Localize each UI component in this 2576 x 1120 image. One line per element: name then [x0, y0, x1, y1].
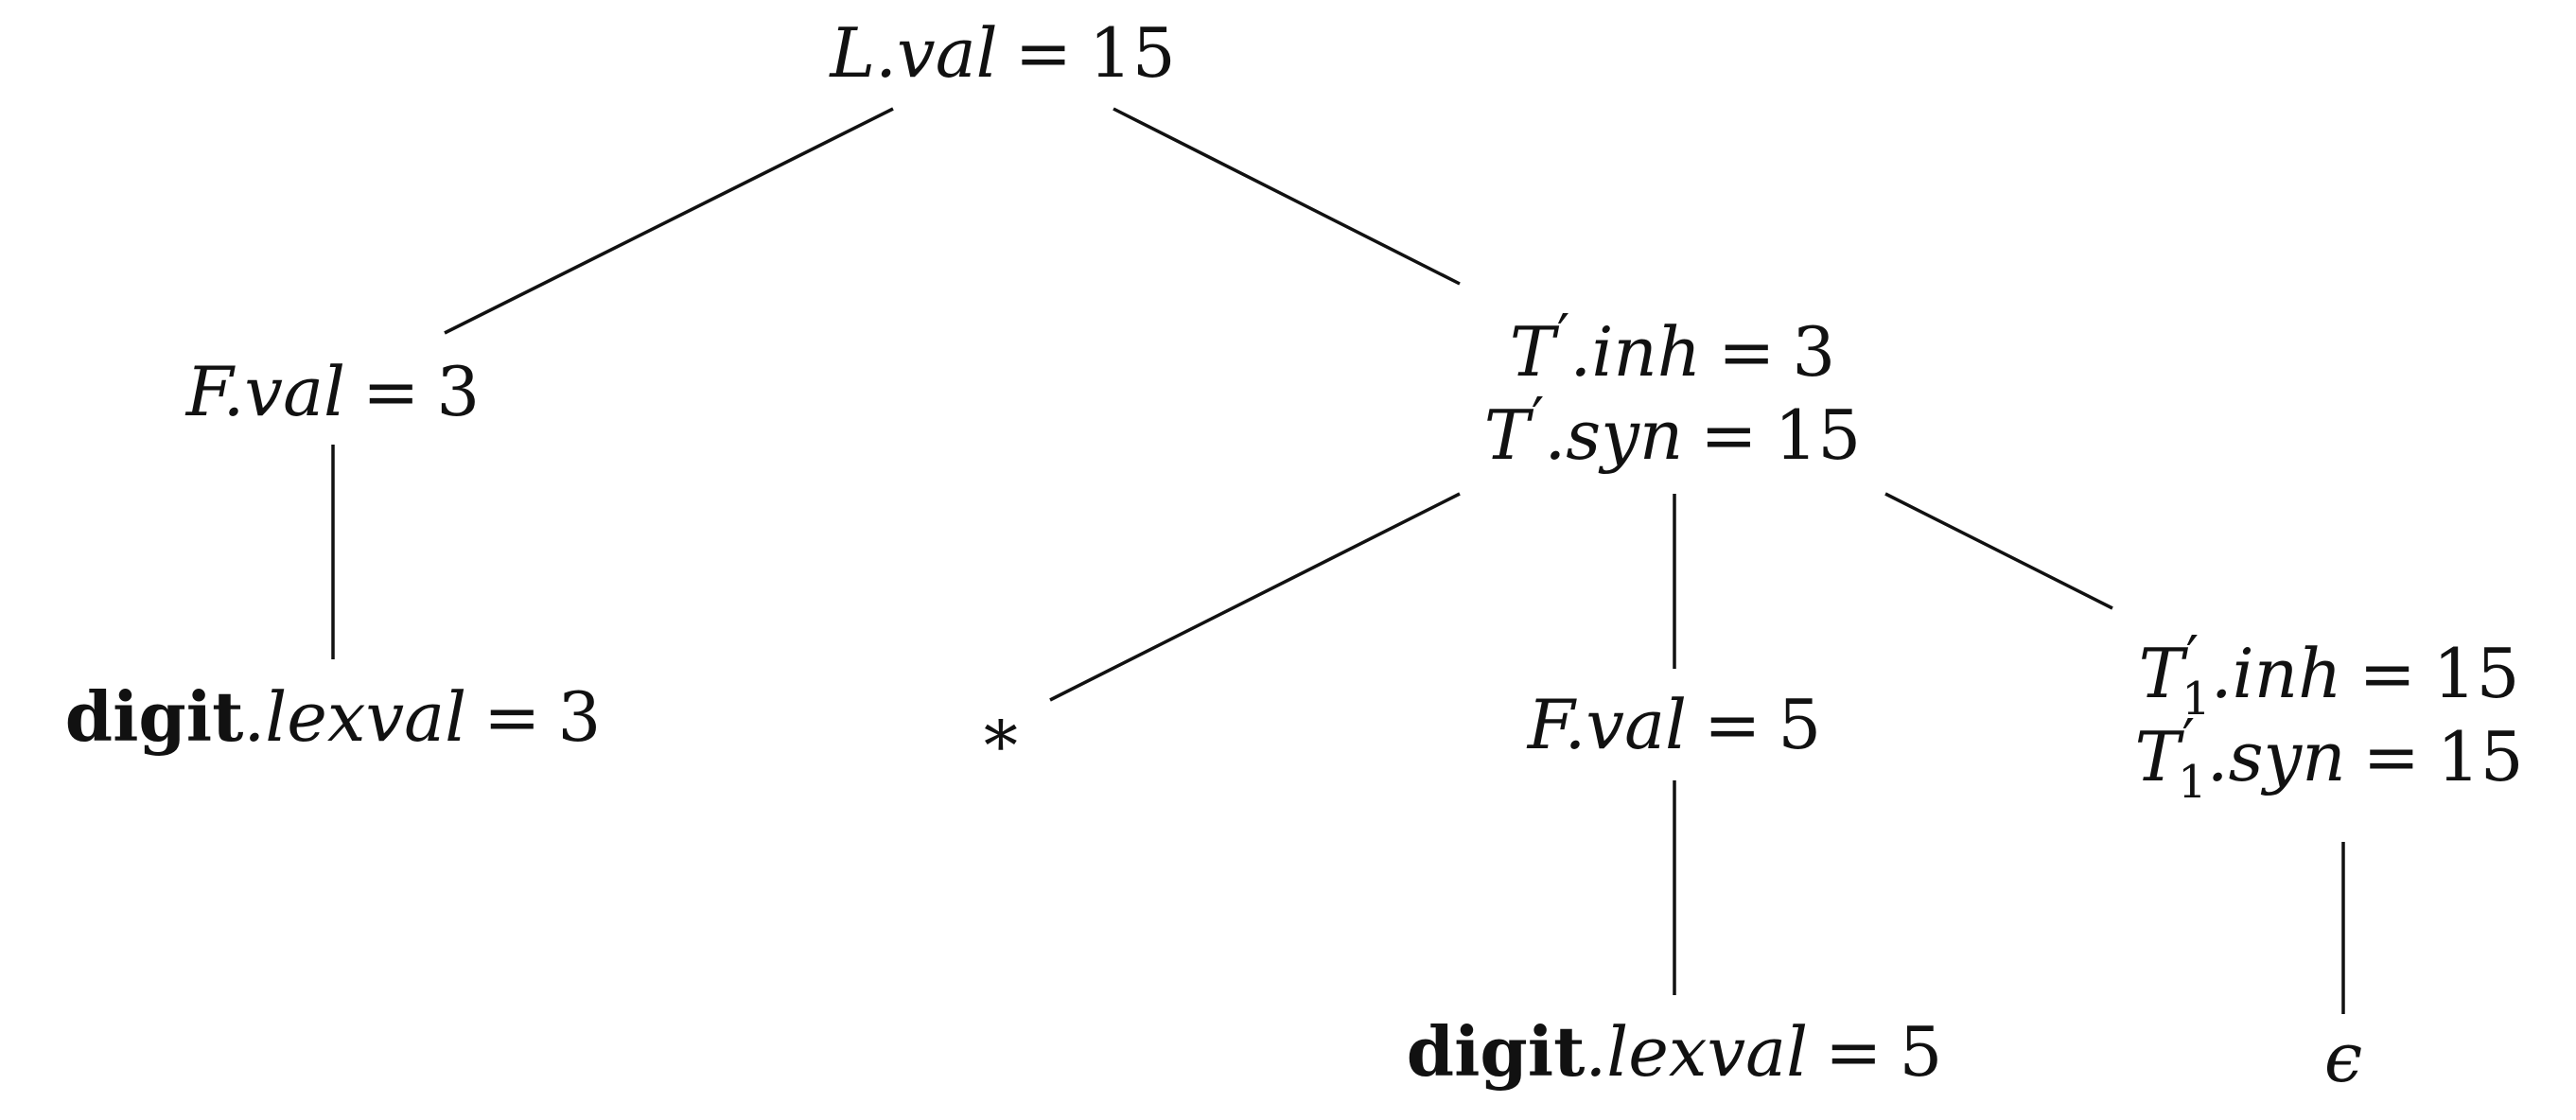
node-epsilon: ϵ — [2323, 1018, 2363, 1097]
node-star: ∗ — [977, 692, 1025, 772]
node-digit-mid: digit.lexval = 5 — [1406, 1011, 1943, 1092]
root-symbol: L — [830, 13, 876, 93]
root-value: 15 — [1089, 13, 1176, 93]
edge-tprime-to-t1prime — [1884, 492, 2113, 610]
node-digit-left: digit.lexval = 3 — [64, 676, 602, 757]
root-attr: val — [897, 13, 998, 93]
node-t1-prime: T′1.inh = 15 T′1.syn = 15 — [2134, 624, 2524, 809]
edge-root-to-f — [444, 107, 894, 335]
edge-tprime-to-star — [1049, 492, 1461, 702]
node-root: L.val = 15 — [830, 13, 1176, 93]
node-f-mid: F.val = 5 — [1527, 685, 1822, 764]
node-f-left: F.val = 3 — [185, 352, 481, 431]
node-t-prime: T′.inh = 3 T′.syn = 15 — [1483, 303, 1862, 475]
edge-root-to-tprime — [1113, 107, 1461, 286]
